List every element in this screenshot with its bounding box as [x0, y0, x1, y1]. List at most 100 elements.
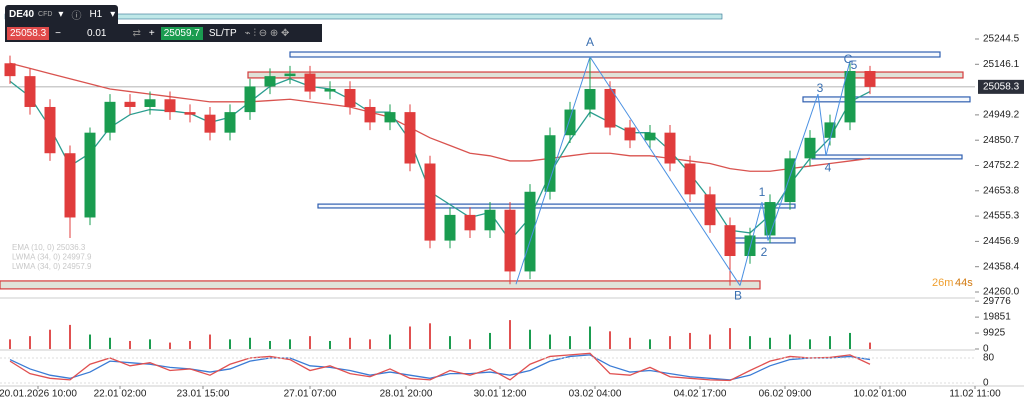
trade-bar: 25058.3 − 0.01 ⇄ + 25059.7 SL/TP ⌁ ⫶ ⊖ ⊕…: [5, 24, 322, 42]
candle-body: [184, 112, 196, 115]
y-tick-label: 24653.8: [983, 185, 1020, 196]
volume-bar: [389, 334, 391, 349]
volume-bar: [249, 337, 251, 349]
tool-icons[interactable]: ⌁ ⫶ ⊖ ⊕ ✥: [244, 27, 290, 39]
candle-body: [424, 163, 436, 241]
wave-line: [767, 93, 819, 241]
candle-body: [244, 86, 256, 113]
candle-body: [684, 163, 696, 195]
plus[interactable]: +: [148, 27, 155, 39]
candle-body: [524, 191, 536, 272]
volume-bar: [689, 332, 691, 349]
y-tick-label: 24850.7: [983, 135, 1020, 146]
candle-body: [564, 109, 576, 136]
volume-bar: [629, 337, 631, 349]
wave-label: B: [734, 288, 742, 302]
candle-body: [24, 76, 36, 107]
y-tick-label: 24260.0: [983, 287, 1020, 298]
osc-tick-label: 0: [983, 378, 989, 389]
info-icon: ⓘ: [71, 11, 82, 22]
candle-body: [824, 122, 836, 138]
zone: [247, 71, 964, 79]
ma-fast: [9, 78, 871, 242]
symbol-bar[interactable]: DE40 CFD ▾ ⓘ H1 ▾: [5, 5, 118, 24]
x-tick-label: 20.01.2026 10:00: [0, 389, 77, 400]
candle-body: [624, 127, 636, 141]
candle-body: [384, 112, 396, 123]
volume-bar: [489, 332, 491, 349]
vol-tick-label: 19851: [983, 312, 1011, 323]
candle-body: [104, 101, 116, 133]
x-tick-label: 23.01 15:00: [177, 389, 230, 400]
candle-body: [64, 153, 76, 218]
wave-line: [761, 201, 769, 241]
zone: [802, 96, 971, 103]
candle-body: [444, 214, 456, 241]
candle-body: [724, 225, 736, 257]
osc-tick-label: 80: [983, 353, 995, 364]
volume-bar: [369, 339, 371, 349]
sltp[interactable]: SL/TP: [208, 27, 237, 39]
candle-body: [864, 70, 876, 87]
sell-button[interactable]: 25058.3: [7, 26, 50, 40]
volume-bar: [209, 334, 211, 349]
candle-body: [304, 73, 316, 92]
volume-bar: [549, 334, 551, 349]
candle-body: [264, 76, 276, 87]
zone: [289, 51, 941, 58]
osc-k: [9, 352, 871, 382]
x-tick-label: 28.01 20:00: [380, 389, 433, 400]
candle-body: [44, 106, 56, 154]
volume-bar: [789, 334, 791, 349]
swap-icon[interactable]: ⇄: [132, 27, 141, 39]
volume-bar: [189, 340, 191, 349]
volume-bar: [409, 326, 411, 349]
candle-body: [144, 99, 156, 107]
x-tick-label: 06.02 09:00: [759, 389, 812, 400]
volume-bar: [49, 329, 51, 349]
timer-seconds: 44s: [955, 277, 973, 289]
wave-label: 4: [825, 160, 832, 174]
volume-bar: [749, 336, 751, 349]
volume-bar: [769, 337, 771, 349]
candle-body: [544, 135, 556, 192]
candle-body: [124, 101, 136, 107]
candle-body: [484, 209, 496, 231]
vol-tick-label: 0: [983, 344, 989, 355]
candle-body: [344, 88, 356, 107]
minus[interactable]: −: [55, 27, 61, 39]
zone: [811, 154, 963, 160]
candle-body: [4, 63, 16, 77]
wave-label: C: [844, 52, 853, 66]
lot[interactable]: 0.01: [87, 27, 107, 39]
y-tick-label: 24555.3: [983, 211, 1020, 222]
wave-line: [817, 94, 827, 156]
vol-tick-label: 29776: [983, 296, 1011, 307]
badge: CFD: [38, 11, 53, 18]
candle-body: [84, 132, 96, 218]
timeframe[interactable]: H1: [89, 9, 103, 20]
last-price-box: [978, 79, 1024, 94]
x-tick-label: 10.02 01:00: [854, 389, 907, 400]
y-tick-label: 25244.5: [983, 34, 1020, 45]
volume-bar: [709, 334, 711, 349]
volume-bar: [449, 336, 451, 349]
candle-body: [844, 70, 856, 123]
buy-button[interactable]: 25059.7: [160, 26, 203, 40]
volume-bar: [229, 339, 231, 349]
candle-body: [644, 132, 656, 141]
volume-bar: [329, 340, 331, 349]
candle-body: [164, 99, 176, 113]
volume-bar: [569, 336, 571, 349]
vol-tick-label: 9925: [983, 328, 1006, 339]
osc-d: [9, 354, 871, 381]
candle-body: [364, 106, 376, 123]
volume-bar: [129, 340, 131, 349]
legend-entry: LWMA (34, 0) 24997.9: [12, 253, 92, 262]
volume-bar: [429, 323, 431, 349]
legend-entry: LWMA (34, 0) 24957.9: [12, 262, 92, 271]
candle-body: [224, 112, 236, 133]
x-tick-label: 04.02 17:00: [674, 389, 727, 400]
